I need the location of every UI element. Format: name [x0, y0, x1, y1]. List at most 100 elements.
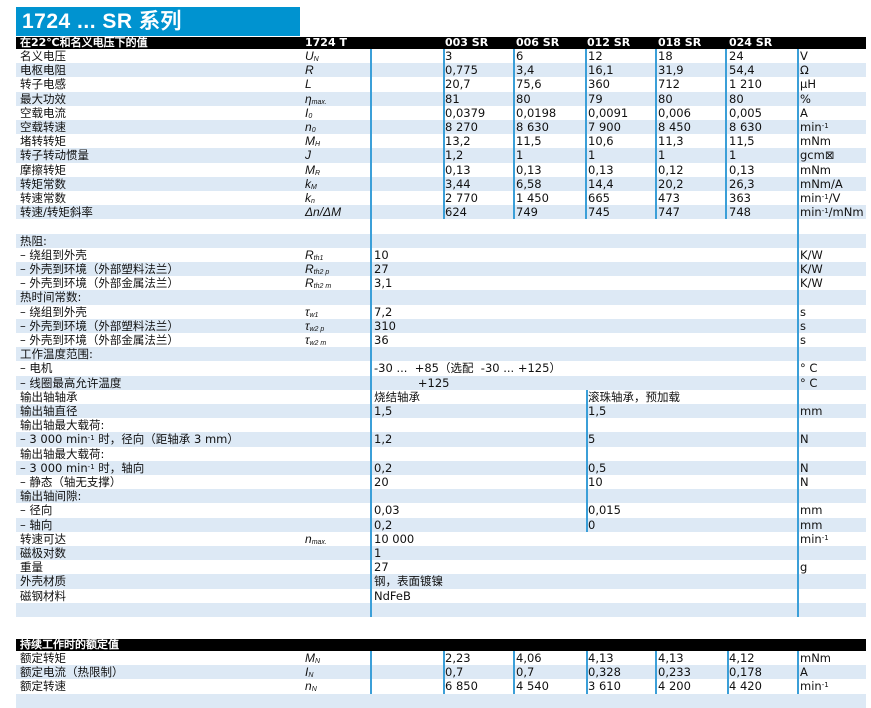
row-label: 转子转动惯量 [20, 148, 89, 163]
row-unit: ° C [800, 375, 818, 390]
table-row: 热阻: [16, 233, 866, 248]
table-row: 工作温度范围: [16, 347, 866, 362]
row-value: 1,2 [445, 148, 464, 163]
table-row: 磁钢材料 NdFeB [16, 589, 866, 603]
row-unit: K/W [800, 247, 823, 262]
row-value: 10 000 [374, 531, 415, 546]
table-row: – 轴向 0,2 0 mm [16, 517, 866, 532]
row-value: 1,5 [374, 404, 393, 418]
row-unit: min-1/mNm [800, 205, 864, 220]
table-row: 转速可达 nmax. 10 000 min-1 [16, 532, 866, 546]
column-divider [513, 49, 515, 220]
row-value: 0,0379 [445, 105, 486, 120]
row-value: 712 [658, 77, 680, 92]
row-value: 1 [516, 148, 524, 163]
row-value: 0,13 [588, 162, 614, 177]
column-divider [655, 651, 657, 694]
table-row: – 3 000 min-1 时，轴向 0,2 0,5 N [16, 460, 866, 475]
row-label: 额定转速 [20, 679, 66, 694]
row-label: – 轴向 [20, 517, 53, 532]
row-label: – 3 000 min-1 时，轴向 [20, 460, 145, 475]
row-value: 20,7 [445, 77, 471, 92]
row-value: 624 [445, 205, 467, 220]
row-value: 747 [658, 205, 680, 220]
column-divider [586, 651, 588, 694]
row-value: 26,3 [729, 176, 755, 191]
row-value: 363 [729, 191, 751, 205]
row-value: 75,6 [516, 77, 542, 92]
table-row: – 外壳到环境（外部金属法兰） τw2 m 36 s [16, 333, 866, 347]
row-value: 10 [588, 475, 603, 489]
row-unit: mm [800, 503, 823, 518]
row-value: 0,7 [516, 665, 535, 680]
table-row: 额定转速 nN 6 850 4 540 3 610 4 200 4 420 min-1 [16, 679, 866, 693]
row-value: 11,5 [516, 134, 542, 149]
row-label: 额定电流（热限制） [20, 665, 124, 680]
row-value: 2 770 [445, 191, 478, 205]
row-label: 转速/转矩斜率 [20, 205, 93, 220]
row-label: 额定转矩 [20, 651, 66, 665]
table-row [16, 602, 866, 617]
table-row: 额定转矩 MN 2,23 4,06 4,13 4,13 4,12 mNm [16, 651, 866, 665]
row-unit: A [800, 105, 808, 120]
table-row: 磁极对数 1 [16, 546, 866, 561]
row-value: 6 850 [445, 679, 478, 694]
row-symbol: τw2 p [305, 318, 325, 333]
row-label: 电枢电阻 [20, 63, 66, 78]
row-value: 1 [588, 148, 596, 163]
row-value: 0,13 [729, 162, 755, 177]
row-unit: A [800, 665, 808, 680]
row-label: 转子电感 [20, 77, 66, 92]
row-label: 重量 [20, 560, 43, 575]
row-value: 665 [588, 191, 610, 205]
row-label: 名义电压 [20, 49, 66, 63]
row-unit: Ω [800, 63, 809, 78]
row-label: 输出轴最大载荷: [20, 418, 105, 433]
row-value: 4 540 [516, 679, 549, 694]
table-header: 在22℃和名义电压下的值 1724 T 003 SR 006 SR 012 SR… [16, 37, 866, 49]
table-row: – 3 000 min-1 时，径向（距轴承 3 mm） 1,2 5 N [16, 432, 866, 447]
row-value: 0,0198 [516, 105, 557, 120]
column-divider [797, 49, 799, 617]
row-value: 20 [374, 475, 389, 489]
table-row: – 外壳到环境（外部金属法兰） Rth2 m 3,1 K/W [16, 276, 866, 290]
table-row: 转子电感 L 20,7 75,6 360 712 1 210 μH [16, 77, 866, 91]
row-value: 80 [729, 91, 744, 106]
row-value: 16,1 [588, 63, 614, 78]
row-label: – 绕组到外壳 [20, 247, 87, 262]
column-divider [443, 651, 445, 694]
row-value: 11,3 [658, 134, 684, 149]
row-value: 27 [374, 560, 389, 575]
row-label: 输出轴轴承 [20, 389, 78, 404]
row-value: 0,03 [374, 503, 400, 518]
table-row: – 绕组到外壳 Rth1 10 K/W [16, 248, 866, 262]
row-symbol: L [305, 77, 312, 92]
table-row: – 静态（轴无支撑） 20 10 N [16, 475, 866, 489]
row-value: 7 900 [588, 120, 621, 134]
row-value: 0,2 [374, 517, 393, 532]
row-unit: g [800, 560, 808, 575]
row-unit: s [800, 333, 806, 347]
row-unit: min-1/V [800, 191, 841, 205]
row-value: 473 [658, 191, 680, 205]
table-row: – 外壳到环境（外部塑料法兰） τw2 p 310 s [16, 318, 866, 333]
row-value: NdFeB [374, 588, 411, 603]
row-label: 输出轴最大载荷: [20, 446, 105, 461]
row-value: 烧结轴承 [374, 389, 420, 404]
row-unit: s [800, 304, 806, 319]
table-row: 电枢电阻 R 0,775 3,4 16,1 31,9 54,4 Ω [16, 63, 866, 78]
row-value: 12 [588, 49, 603, 63]
row-value: 3 [445, 49, 453, 63]
row-value: 54,4 [729, 63, 755, 78]
row-value: 749 [516, 205, 538, 220]
row-value: 1 [729, 148, 737, 163]
table-row: – 外壳到环境（外部塑料法兰） Rth2 p 27 K/W [16, 262, 866, 277]
row-unit: V [800, 49, 808, 63]
table-row: 额定电流（热限制） IN 0,7 0,7 0,328 0,233 0,178 A [16, 665, 866, 680]
column-divider [443, 49, 445, 220]
table-row: 空载电流 I0 0,0379 0,0198 0,0091 0,006 0,005 A [16, 106, 866, 120]
header-model: 006 SR [516, 36, 560, 49]
row-label: – 绕组到外壳 [20, 304, 87, 319]
table-row: 最大功效 ηmax. 81 80 79 80 80% [16, 91, 866, 106]
row-value: 1 210 [729, 77, 762, 92]
